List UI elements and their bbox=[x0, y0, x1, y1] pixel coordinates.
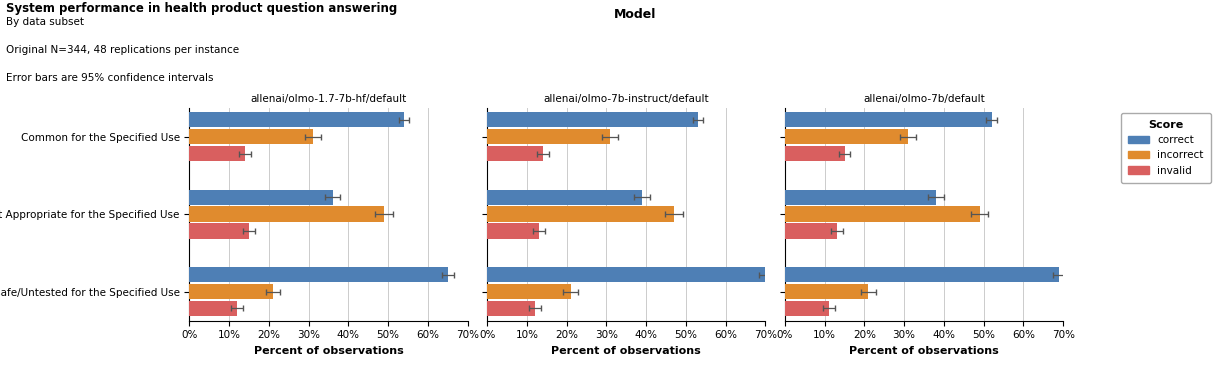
Text: Original N=344, 48 replications per instance: Original N=344, 48 replications per inst… bbox=[6, 45, 240, 55]
Bar bbox=[189, 129, 313, 144]
X-axis label: Percent of observations: Percent of observations bbox=[254, 346, 403, 356]
Text: Model: Model bbox=[615, 8, 656, 21]
Bar bbox=[189, 301, 237, 316]
Bar bbox=[785, 190, 936, 205]
Bar bbox=[488, 301, 535, 316]
Bar bbox=[785, 112, 991, 127]
Bar bbox=[785, 284, 869, 299]
Bar bbox=[488, 190, 643, 205]
Bar bbox=[785, 267, 1059, 282]
Bar bbox=[189, 112, 404, 127]
Bar bbox=[785, 301, 829, 316]
Text: By data subset: By data subset bbox=[6, 17, 84, 27]
Bar bbox=[189, 207, 384, 222]
Bar bbox=[488, 284, 571, 299]
Title: allenai/olmo-1.7-7b-hf/default: allenai/olmo-1.7-7b-hf/default bbox=[251, 94, 407, 104]
Bar bbox=[189, 284, 273, 299]
Bar bbox=[488, 112, 698, 127]
Bar bbox=[189, 190, 332, 205]
Bar bbox=[785, 129, 908, 144]
Bar bbox=[189, 223, 249, 238]
Title: allenai/olmo-7b-instruct/default: allenai/olmo-7b-instruct/default bbox=[544, 94, 709, 104]
Bar bbox=[189, 146, 246, 161]
X-axis label: Percent of observations: Percent of observations bbox=[551, 346, 701, 356]
Text: System performance in health product question answering: System performance in health product que… bbox=[6, 2, 397, 15]
Title: allenai/olmo-7b/default: allenai/olmo-7b/default bbox=[863, 94, 985, 104]
Bar bbox=[488, 267, 765, 282]
Bar bbox=[488, 223, 539, 238]
Bar bbox=[488, 129, 610, 144]
Legend: correct, incorrect, invalid: correct, incorrect, invalid bbox=[1121, 113, 1211, 183]
Bar bbox=[488, 146, 543, 161]
Bar bbox=[785, 146, 844, 161]
Bar bbox=[785, 223, 837, 238]
Bar bbox=[189, 267, 447, 282]
Bar bbox=[785, 207, 980, 222]
Bar bbox=[488, 207, 675, 222]
Text: Error bars are 95% confidence intervals: Error bars are 95% confidence intervals bbox=[6, 73, 214, 83]
X-axis label: Percent of observations: Percent of observations bbox=[849, 346, 998, 356]
